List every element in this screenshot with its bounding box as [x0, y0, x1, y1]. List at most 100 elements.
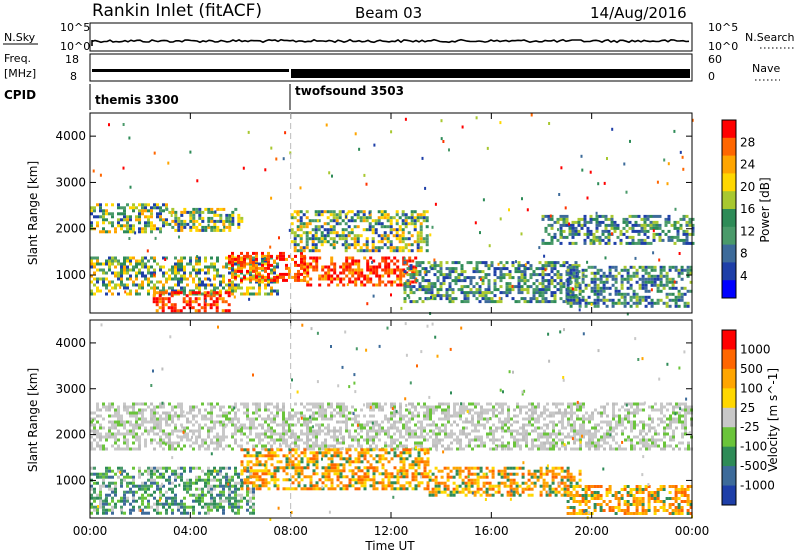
heatmap-cell — [607, 223, 611, 227]
heatmap-cell — [650, 280, 654, 284]
heatmap-cell — [123, 469, 126, 473]
heatmap-cell — [566, 280, 570, 284]
heatmap-cell — [615, 426, 618, 430]
heatmap-cell — [309, 426, 312, 430]
heatmap-cell — [444, 402, 447, 406]
heatmap-cell — [540, 432, 543, 436]
heatmap-cell — [432, 432, 435, 436]
heatmap-cell — [114, 493, 117, 497]
heatmap-cell — [326, 210, 330, 214]
heatmap-cell — [398, 216, 402, 220]
heatmap-cell — [510, 423, 513, 427]
heatmap-cell — [153, 273, 156, 277]
heatmap-cell — [345, 420, 348, 424]
heatmap-cell — [261, 254, 264, 258]
heatmap-cell — [293, 240, 297, 244]
heatmap-cell — [531, 405, 534, 409]
heatmap-cell — [173, 309, 177, 313]
heatmap-cell — [478, 300, 482, 304]
heatmap-cell — [353, 213, 357, 217]
heatmap-cell — [186, 262, 189, 266]
heatmap-cell — [267, 402, 270, 406]
heatmap-cell — [161, 303, 165, 307]
heatmap-cell — [640, 226, 644, 230]
heatmap-cell — [590, 277, 594, 281]
heatmap-cell — [510, 417, 513, 421]
heatmap-cell — [192, 432, 195, 436]
heatmap-cell — [150, 417, 153, 421]
heatmap-cell — [390, 283, 394, 287]
heatmap-cell — [393, 426, 396, 430]
heatmap-cell — [216, 259, 219, 263]
heatmap-cell — [261, 251, 264, 255]
heatmap-cell — [498, 411, 501, 415]
heatmap-cell — [683, 286, 687, 290]
heatmap-cell — [177, 435, 180, 439]
heatmap-cell — [615, 432, 618, 436]
heatmap-cell — [459, 417, 462, 421]
heatmap-cell — [330, 429, 333, 433]
heatmap-cell — [156, 487, 159, 491]
heatmap-cell — [195, 438, 198, 442]
heatmap-cell — [674, 280, 678, 284]
heatmap-cell — [572, 274, 576, 278]
heatmap-cell — [213, 426, 216, 430]
heatmap-cell — [288, 228, 291, 232]
heatmap-cell — [128, 237, 131, 240]
heatmap-cell — [225, 417, 228, 421]
heatmap-cell — [246, 286, 249, 290]
heatmap-cell — [353, 225, 357, 229]
heatmap-cell — [316, 219, 319, 223]
heatmap-cell — [682, 167, 685, 171]
heatmap-cell — [105, 203, 108, 207]
heatmap-cell — [225, 411, 228, 415]
heatmap-cell — [90, 511, 93, 515]
heatmap-cell — [499, 121, 502, 125]
heatmap-cell — [629, 304, 633, 308]
heatmap-cell — [460, 291, 464, 295]
heatmap-cell — [501, 429, 504, 433]
heatmap-cell — [174, 502, 177, 506]
heatmap-cell — [231, 254, 234, 258]
heatmap-cell — [633, 447, 636, 451]
heatmap-cell — [393, 405, 396, 409]
colorbar-tick-label: 28 — [740, 135, 755, 149]
heatmap-cell — [649, 220, 653, 224]
heatmap-cell — [645, 432, 648, 436]
heatmap-cell — [180, 511, 183, 515]
heatmap-cell — [178, 235, 180, 239]
heatmap-cell — [541, 270, 545, 274]
heatmap-cell — [573, 411, 576, 415]
heatmap-cell — [644, 280, 648, 284]
heatmap-cell — [541, 238, 545, 242]
heatmap-cell — [126, 447, 129, 451]
heatmap-cell — [417, 420, 420, 424]
heatmap-cell — [96, 508, 99, 512]
heatmap-cell — [686, 268, 690, 272]
heatmap-cell — [541, 300, 545, 304]
heatmap-cell — [637, 229, 641, 233]
heatmap-cell — [117, 224, 120, 228]
heatmap-cell — [595, 211, 598, 215]
heatmap-cell — [502, 267, 506, 271]
heatmap-cell — [419, 222, 423, 226]
heatmap-cell — [276, 292, 279, 296]
heatmap-cell — [222, 423, 225, 427]
heatmap-cell — [147, 420, 150, 424]
heatmap-cell — [646, 229, 650, 233]
heatmap-cell — [299, 234, 303, 238]
heatmap-cell — [647, 274, 651, 278]
heatmap-cell — [188, 291, 192, 295]
heatmap-cell — [631, 229, 635, 233]
heatmap-cell — [291, 408, 294, 412]
heatmap-cell — [102, 475, 105, 479]
heatmap-cell — [141, 493, 144, 497]
heatmap-cell — [402, 426, 405, 430]
heatmap-cell — [93, 505, 96, 509]
heatmap-cell — [654, 402, 657, 406]
heatmap-cell — [591, 435, 594, 439]
heatmap-cell — [501, 405, 504, 409]
heatmap-cell — [159, 280, 162, 284]
heatmap-cell — [577, 232, 581, 236]
heatmap-cell — [219, 466, 222, 470]
